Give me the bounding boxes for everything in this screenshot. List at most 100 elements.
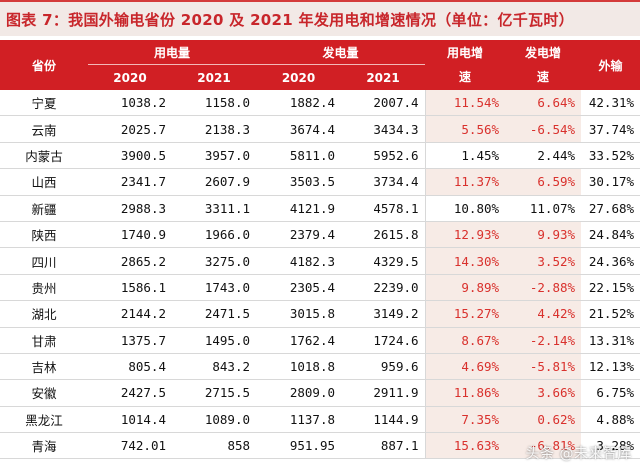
province-cell: 新疆 — [0, 195, 88, 222]
generation-2020-cell: 3674.4 — [256, 115, 342, 143]
consumption-2021-cell: 3275.0 — [172, 247, 257, 275]
table-row: 黑龙江 1014.4 1089.0 1137.8 1144.9 7.35% 0.62% 4.8… — [0, 406, 640, 434]
export-cell: 27.68% — [581, 195, 640, 222]
consumption-2020-cell: 1586.1 — [88, 274, 172, 302]
table-row: 湖北 2144.2 2471.5 3015.8 3149.2 15.27% 4.42% 21.… — [0, 300, 640, 328]
province-cell: 吉林 — [0, 353, 88, 381]
consumption-2020-cell: 2144.2 — [88, 300, 172, 328]
export-cell: 42.31% — [581, 90, 640, 117]
province-cell: 青海 — [0, 432, 88, 460]
header-generation-2020: 2020 — [256, 64, 342, 90]
province-cell: 山西 — [0, 168, 88, 196]
consumption-2021-cell: 2607.9 — [172, 168, 257, 196]
table-row: 青海 742.01 858 951.95 887.1 15.63% -6.81% 3.28% — [0, 432, 640, 460]
consumption-growth-cell: 14.30% — [424, 247, 506, 275]
generation-2021-cell: 1144.9 — [341, 406, 426, 434]
generation-2021-cell: 887.1 — [341, 432, 426, 460]
consumption-2021-cell: 1743.0 — [172, 274, 257, 302]
province-cell: 安徽 — [0, 379, 88, 407]
consumption-2021-cell: 1495.0 — [172, 327, 257, 354]
table-row: 贵州 1586.1 1743.0 2305.4 2239.0 9.89% -2.88% 22.… — [0, 274, 640, 302]
generation-2020-cell: 1882.4 — [256, 90, 342, 117]
table-row: 云南 2025.7 2138.3 3674.4 3434.3 5.56% -6.54% 37.… — [0, 115, 640, 143]
table-row: 吉林 805.4 843.2 1018.8 959.6 4.69% -5.81% 12.13% — [0, 353, 640, 381]
generation-2020-cell: 2809.0 — [256, 379, 342, 407]
table-row: 陕西 1740.9 1966.0 2379.4 2615.8 12.93% 9.93% 24.… — [0, 221, 640, 249]
generation-2020-cell: 2305.4 — [256, 274, 342, 302]
generation-2020-cell: 1762.4 — [256, 327, 342, 354]
province-cell: 云南 — [0, 115, 88, 143]
consumption-growth-cell: 9.89% — [424, 274, 506, 302]
generation-2021-cell: 2239.0 — [341, 274, 426, 302]
consumption-2020-cell: 805.4 — [88, 353, 172, 381]
table-row: 宁夏 1038.2 1158.0 1882.4 2007.4 11.54% 6.64% 42.… — [0, 90, 640, 117]
consumption-2020-cell: 1014.4 — [88, 406, 172, 434]
generation-2021-cell: 3434.3 — [341, 115, 426, 143]
generation-2020-cell: 1137.8 — [256, 406, 342, 434]
consumption-growth-cell: 8.67% — [424, 327, 506, 354]
generation-growth-cell: 3.52% — [505, 247, 582, 275]
header-consumption: 用电量 — [88, 40, 257, 65]
generation-2021-cell: 4578.1 — [341, 195, 426, 222]
consumption-2020-cell: 1740.9 — [88, 221, 172, 249]
consumption-growth-cell: 15.63% — [424, 432, 506, 460]
table-row: 安徽 2427.5 2715.5 2809.0 2911.9 11.86% 3.66% 6.7… — [0, 379, 640, 407]
figure-title: 图表 7：我国外输电省份 2020 及 2021 年发用电和增速情况（单位：亿千… — [0, 0, 640, 36]
consumption-2020-cell: 742.01 — [88, 432, 172, 460]
generation-growth-cell: 6.64% — [505, 90, 582, 117]
generation-2020-cell: 3015.8 — [256, 300, 342, 328]
generation-growth-cell: -6.54% — [505, 115, 582, 143]
generation-2021-cell: 1724.6 — [341, 327, 426, 354]
generation-2020-cell: 1018.8 — [256, 353, 342, 381]
generation-2021-cell: 3149.2 — [341, 300, 426, 328]
consumption-2021-cell: 2138.3 — [172, 115, 257, 143]
generation-2021-cell: 2007.4 — [341, 90, 426, 117]
province-cell: 内蒙古 — [0, 142, 88, 170]
consumption-2020-cell: 2341.7 — [88, 168, 172, 196]
generation-2021-cell: 2911.9 — [341, 379, 426, 407]
generation-growth-cell: -2.88% — [505, 274, 582, 302]
generation-growth-cell: 0.62% — [505, 406, 582, 434]
consumption-growth-cell: 5.56% — [424, 115, 506, 143]
generation-growth-cell: 6.59% — [505, 168, 582, 196]
export-cell: 24.84% — [581, 221, 640, 249]
consumption-growth-cell: 15.27% — [424, 300, 506, 328]
export-cell: 37.74% — [581, 115, 640, 143]
consumption-growth-cell: 10.80% — [424, 195, 506, 222]
consumption-2021-cell: 3957.0 — [172, 142, 257, 170]
province-cell: 湖北 — [0, 300, 88, 328]
header-consumption-2020: 2020 — [88, 64, 172, 90]
header-consumption-growth-text: 用电增速 — [447, 46, 484, 84]
consumption-growth-cell: 11.86% — [424, 379, 506, 407]
province-cell: 宁夏 — [0, 90, 88, 117]
generation-growth-cell: -6.81% — [505, 432, 582, 460]
generation-2021-cell: 2615.8 — [341, 221, 426, 249]
province-cell: 甘肃 — [0, 327, 88, 354]
generation-2021-cell: 959.6 — [341, 353, 426, 381]
consumption-2020-cell: 2988.3 — [88, 195, 172, 222]
consumption-2020-cell: 2025.7 — [88, 115, 172, 143]
consumption-2021-cell: 1089.0 — [172, 406, 257, 434]
generation-2021-cell: 3734.4 — [341, 168, 426, 196]
generation-growth-cell: -2.14% — [505, 327, 582, 354]
generation-growth-cell: 11.07% — [505, 195, 582, 222]
generation-2021-cell: 4329.5 — [341, 247, 426, 275]
consumption-growth-cell: 1.45% — [424, 142, 506, 170]
generation-2021-cell: 5952.6 — [341, 142, 426, 170]
generation-growth-cell: -5.81% — [505, 353, 582, 381]
consumption-2021-cell: 2715.5 — [172, 379, 257, 407]
generation-2020-cell: 3503.5 — [256, 168, 342, 196]
consumption-2021-cell: 1966.0 — [172, 221, 257, 249]
table-body: 宁夏 1038.2 1158.0 1882.4 2007.4 11.54% 6.64% 42.… — [0, 90, 640, 460]
export-cell: 21.52% — [581, 300, 640, 328]
province-cell: 陕西 — [0, 221, 88, 249]
export-cell: 33.52% — [581, 142, 640, 170]
consumption-2021-cell: 843.2 — [172, 353, 257, 381]
header-province: 省份 — [0, 40, 88, 90]
export-cell: 22.15% — [581, 274, 640, 302]
generation-growth-cell: 3.66% — [505, 379, 582, 407]
generation-2020-cell: 5811.0 — [256, 142, 342, 170]
generation-2020-cell: 4121.9 — [256, 195, 342, 222]
export-cell: 4.88% — [581, 406, 640, 434]
export-cell: 12.13% — [581, 353, 640, 381]
